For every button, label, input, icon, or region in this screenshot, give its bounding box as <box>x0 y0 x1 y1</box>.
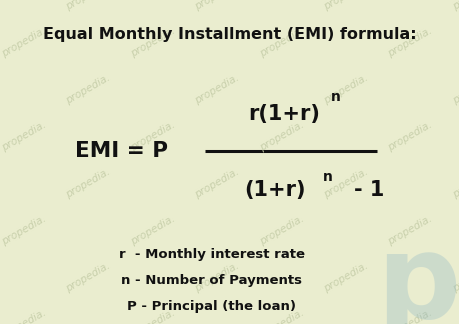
Text: propedia.: propedia. <box>193 0 241 12</box>
Text: propedia.: propedia. <box>64 0 112 12</box>
Text: propedia.: propedia. <box>129 26 176 59</box>
Text: propedia.: propedia. <box>450 73 459 106</box>
Text: propedia.: propedia. <box>450 167 459 200</box>
Text: n: n <box>330 90 340 104</box>
Text: propedia.: propedia. <box>64 260 112 294</box>
Text: propedia.: propedia. <box>450 0 459 12</box>
Text: propedia.: propedia. <box>386 214 433 247</box>
Text: propedia.: propedia. <box>64 73 112 106</box>
Text: propedia.: propedia. <box>0 26 48 59</box>
Text: propedia.: propedia. <box>321 167 369 200</box>
Text: propedia.: propedia. <box>193 167 241 200</box>
Text: propedia.: propedia. <box>129 120 176 153</box>
Text: Equal Monthly Installment (EMI) formula:: Equal Monthly Installment (EMI) formula: <box>43 27 416 41</box>
Text: (1+r): (1+r) <box>243 179 305 200</box>
Text: P - Principal (the loan): P - Principal (the loan) <box>127 300 296 313</box>
Text: propedia.: propedia. <box>0 307 48 324</box>
Text: propedia.: propedia. <box>386 120 433 153</box>
Text: propedia.: propedia. <box>321 0 369 12</box>
Text: propedia.: propedia. <box>257 214 305 247</box>
Text: propedia.: propedia. <box>450 260 459 294</box>
Text: r(1+r): r(1+r) <box>247 104 319 124</box>
Text: propedia.: propedia. <box>0 120 48 153</box>
Text: propedia.: propedia. <box>129 214 176 247</box>
Text: EMI = P: EMI = P <box>75 141 168 161</box>
Text: propedia.: propedia. <box>321 260 369 294</box>
Text: propedia.: propedia. <box>193 73 241 106</box>
Text: propedia.: propedia. <box>257 120 305 153</box>
Text: p: p <box>375 228 459 324</box>
Text: propedia.: propedia. <box>129 307 176 324</box>
Text: r  - Monthly interest rate: r - Monthly interest rate <box>118 248 304 261</box>
Text: - 1: - 1 <box>353 179 383 200</box>
Text: propedia.: propedia. <box>64 167 112 200</box>
Text: propedia.: propedia. <box>193 260 241 294</box>
Text: n - Number of Payments: n - Number of Payments <box>121 274 302 287</box>
Text: propedia.: propedia. <box>257 307 305 324</box>
Text: propedia.: propedia. <box>386 307 433 324</box>
Text: propedia.: propedia. <box>0 214 48 247</box>
Text: n: n <box>322 169 332 184</box>
Text: propedia.: propedia. <box>257 26 305 59</box>
Text: propedia.: propedia. <box>321 73 369 106</box>
Text: propedia.: propedia. <box>386 26 433 59</box>
